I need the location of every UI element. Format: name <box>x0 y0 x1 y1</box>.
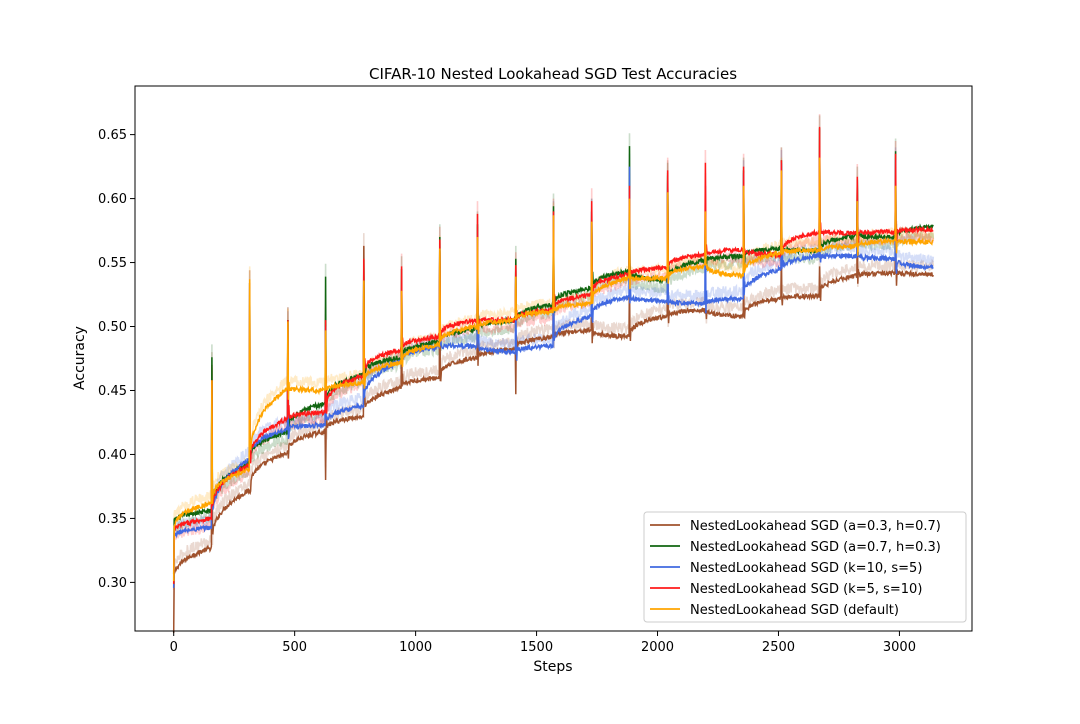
legend-label: NestedLookahead SGD (a=0.3, h=0.7) <box>690 519 941 534</box>
x-tick-label: 3000 <box>883 640 916 655</box>
y-tick-label: 0.30 <box>98 576 127 591</box>
plot-frame <box>134 85 973 632</box>
chart-title: CIFAR-10 Nested Lookahead SGD Test Accur… <box>369 65 737 83</box>
x-tick-label: 500 <box>282 640 307 655</box>
x-axis-label: Steps <box>533 659 572 675</box>
series-std-line <box>172 114 935 590</box>
legend-label: NestedLookahead SGD (a=0.7, h=0.3) <box>690 540 941 555</box>
y-tick-label: 0.65 <box>98 128 127 143</box>
legend-box <box>643 511 967 623</box>
y-axis-label: Accuracy <box>72 326 88 390</box>
series-std-line <box>172 144 935 572</box>
legend: NestedLookahead SGD (a=0.3, h=0.7) Nested… <box>643 511 967 623</box>
series-line <box>172 157 934 582</box>
legend-label: NestedLookahead SGD (k=5, s=10) <box>690 582 922 597</box>
y-tick-label: 0.45 <box>98 384 127 399</box>
series-line <box>172 126 934 584</box>
y-tick-label: 0.35 <box>98 512 127 527</box>
y-tick-label: 0.60 <box>98 192 127 207</box>
x-tick-label: 1000 <box>399 640 432 655</box>
x-tick-label: 0 <box>170 640 178 655</box>
legend-label: NestedLookahead SGD (default) <box>690 603 899 618</box>
y-tick-label: 0.40 <box>98 448 127 463</box>
series-lines <box>172 114 935 634</box>
y-tick-label: 0.50 <box>98 320 127 335</box>
x-tick-label: 2500 <box>762 640 795 655</box>
x-tick-label: 1500 <box>520 640 553 655</box>
x-axis-ticks: 0 500 1000 1500 2000 2500 3000 <box>170 631 916 655</box>
x-tick-label: 2000 <box>641 640 674 655</box>
y-tick-label: 0.55 <box>98 256 127 271</box>
y-axis-ticks: 0.30 0.35 0.40 0.45 0.50 0.55 0.60 0.65 <box>98 128 135 591</box>
legend-label: NestedLookahead SGD (k=10, s=5) <box>690 561 922 576</box>
